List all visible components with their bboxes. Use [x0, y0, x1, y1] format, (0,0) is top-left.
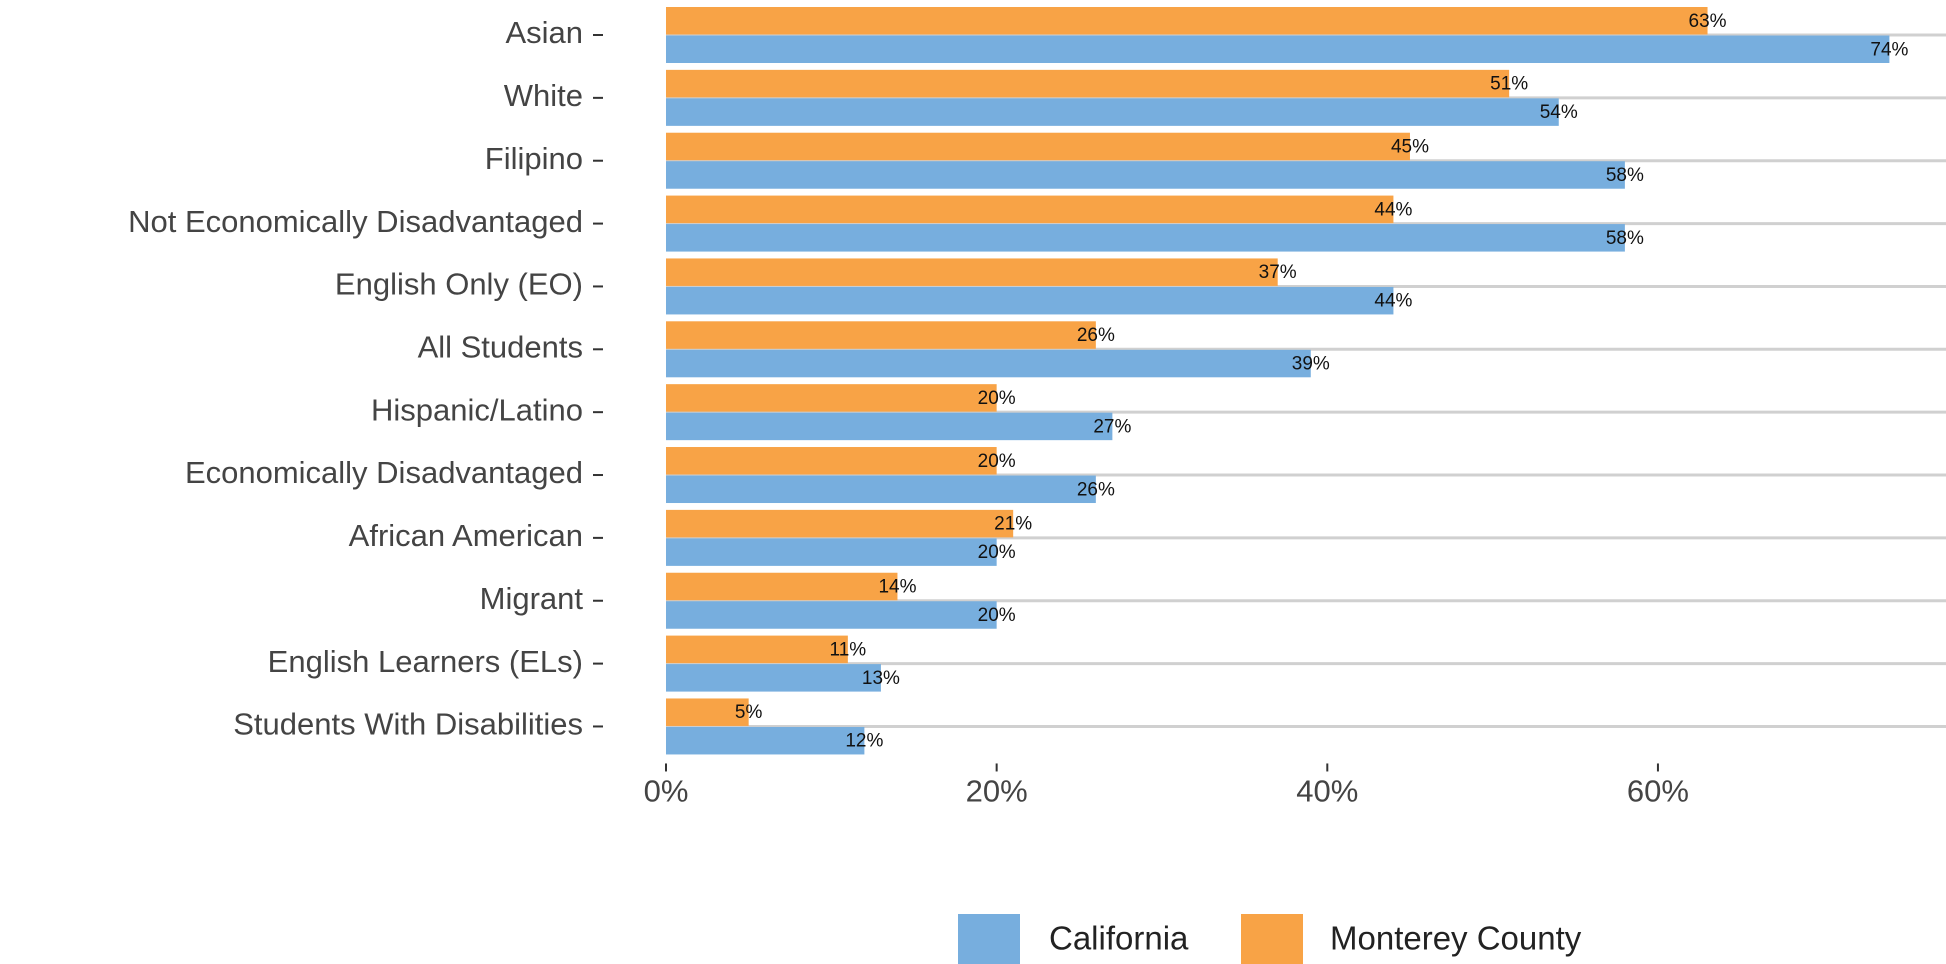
bar: [666, 601, 997, 629]
bar: [666, 538, 997, 566]
legend-swatch: [958, 914, 1020, 964]
x-tick-label: 60%: [1627, 774, 1689, 809]
bar: [666, 509, 1014, 538]
bar: [666, 572, 898, 601]
value-label: 74%: [1870, 39, 1908, 60]
value-label: 26%: [1077, 325, 1115, 346]
bar: [666, 69, 1510, 98]
bar: [666, 349, 1311, 378]
value-label: 12%: [845, 731, 883, 752]
value-label: 63%: [1689, 11, 1727, 32]
x-tick-label: 20%: [966, 774, 1028, 809]
bar: [666, 98, 1559, 126]
bar: [666, 635, 848, 664]
bar: [666, 698, 749, 726]
bar: [666, 132, 1410, 161]
y-tick-label: Economically Disadvantaged: [185, 455, 583, 490]
value-label: 26%: [1077, 479, 1115, 500]
y-tick-label: English Learners (ELs): [268, 644, 583, 679]
bar: [666, 286, 1394, 315]
bar: [666, 161, 1625, 189]
bar: [666, 726, 865, 755]
y-tick-label: Hispanic/Latino: [371, 392, 583, 427]
value-label: 39%: [1292, 354, 1330, 375]
legend-swatch: [1241, 914, 1303, 964]
value-label: 44%: [1374, 199, 1412, 220]
bar: [666, 447, 997, 475]
value-label: 44%: [1374, 291, 1412, 312]
value-label: 20%: [978, 605, 1016, 626]
value-label: 54%: [1540, 102, 1578, 123]
y-tick-label: Asian: [505, 15, 583, 50]
value-label: 37%: [1259, 262, 1297, 283]
bar: [666, 475, 1096, 504]
bar: [666, 321, 1096, 349]
value-label: 20%: [978, 388, 1016, 409]
y-tick-label: Students With Disabilities: [233, 707, 583, 742]
value-label: 45%: [1391, 136, 1429, 157]
value-label: 11%: [830, 639, 867, 660]
y-tick-label: White: [504, 78, 583, 113]
value-label: 14%: [878, 577, 916, 598]
bar: [666, 35, 1890, 63]
value-label: 5%: [735, 702, 763, 723]
value-label: 21%: [994, 514, 1032, 535]
y-tick-label: Filipino: [485, 141, 583, 176]
bar: [666, 195, 1394, 224]
y-tick-label: Not Economically Disadvantaged: [128, 204, 583, 239]
legend-label: Monterey County: [1330, 920, 1582, 957]
x-tick-label: 40%: [1296, 774, 1358, 809]
value-label: 51%: [1490, 74, 1528, 95]
y-tick-label: All Students: [418, 329, 583, 364]
bar: [666, 664, 881, 692]
value-label: 58%: [1606, 228, 1644, 249]
y-tick-label: African American: [349, 518, 583, 553]
bar: [666, 224, 1625, 252]
value-label: 20%: [978, 542, 1016, 563]
bar: [666, 412, 1113, 441]
bar: [666, 7, 1708, 35]
bar: [666, 258, 1278, 286]
y-tick-label: Migrant: [480, 581, 584, 616]
legend-label: California: [1049, 920, 1189, 957]
bar: [666, 384, 997, 412]
value-label: 27%: [1093, 416, 1131, 437]
value-label: 58%: [1606, 165, 1644, 186]
value-label: 20%: [978, 451, 1016, 472]
x-tick-label: 0%: [644, 774, 689, 809]
value-label: 13%: [862, 668, 900, 689]
y-tick-label: English Only (EO): [335, 267, 583, 302]
